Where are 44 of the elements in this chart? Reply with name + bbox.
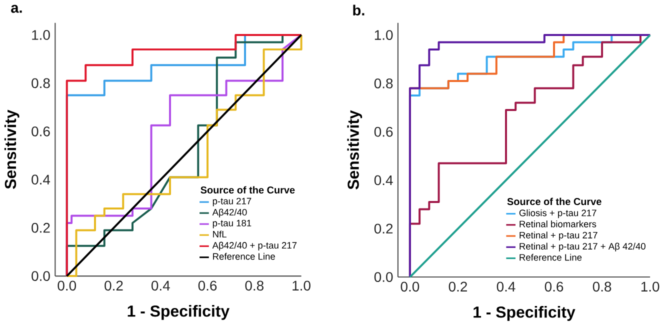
x-tick-label: 1.0 bbox=[292, 280, 310, 290]
text: b. bbox=[353, 4, 364, 16]
x-tick-label: 0.6 bbox=[198, 280, 217, 290]
y-tick-label: 0.4 bbox=[374, 175, 393, 186]
legend-label: Retinal biomarkers bbox=[520, 220, 596, 228]
y-tick-label: 0.6 bbox=[374, 126, 393, 137]
x-tick-label: 0.2 bbox=[448, 282, 467, 292]
legend-label: p-tau 217 bbox=[212, 198, 252, 206]
x-tick-label: 0.8 bbox=[592, 282, 612, 292]
y-tick-label: 0.4 bbox=[32, 174, 50, 184]
legend-label: p-tau 181 bbox=[212, 220, 252, 228]
legend-label: NfL bbox=[213, 230, 226, 238]
x-tick-label: 0.6 bbox=[544, 282, 564, 292]
legend-label: Reference Line bbox=[520, 254, 582, 261]
x-tick-label: 0.4 bbox=[496, 282, 516, 292]
line-series bbox=[66, 34, 302, 277]
y-tick-label: 1.0 bbox=[374, 30, 393, 40]
y-tick-label: 1.0 bbox=[32, 30, 50, 40]
y-tick-label: 0.8 bbox=[374, 78, 393, 88]
legend-title: Source of the Curve bbox=[507, 198, 602, 205]
y-tick-label: 0.0 bbox=[374, 272, 393, 282]
y-tick-label: 0.8 bbox=[32, 78, 50, 88]
y-tick-label: 0.0 bbox=[32, 270, 50, 281]
x-tick-label: 0.0 bbox=[400, 282, 420, 292]
x-tick-label: 0.2 bbox=[104, 280, 123, 290]
x-tick-label: 0.8 bbox=[245, 280, 264, 290]
legend-title: Source of the Curve bbox=[200, 186, 295, 194]
y-tick-label: 0.2 bbox=[374, 224, 393, 234]
x-tick-label: 1.0 bbox=[641, 282, 660, 292]
x-tick-label: 0.4 bbox=[151, 280, 170, 290]
legend-label: Aβ42/40 bbox=[212, 208, 247, 218]
x-axis-title: 1 - Specificity bbox=[128, 304, 230, 320]
text: a. bbox=[11, 4, 22, 13]
legend-label: Gliosis + p-tau 217 bbox=[519, 209, 596, 218]
y-axis-title: Sensitivity bbox=[4, 110, 20, 189]
legend-label: Retinal + p-tau 217 + Aβ 42/40 bbox=[520, 242, 646, 252]
legend-label: Aβ42/40 + p-tau 217 bbox=[212, 242, 297, 250]
x-axis-title: 1 - Specificity bbox=[474, 306, 576, 321]
y-tick-label: 0.2 bbox=[32, 222, 50, 233]
legend-label: Reference Line bbox=[213, 252, 275, 260]
x-tick-label: 0.0 bbox=[58, 280, 76, 290]
legend-label: Retinal + p-tau 217 bbox=[520, 231, 598, 240]
y-axis-title: Sensitivity bbox=[347, 110, 362, 190]
y-tick-label: 0.6 bbox=[32, 126, 50, 136]
